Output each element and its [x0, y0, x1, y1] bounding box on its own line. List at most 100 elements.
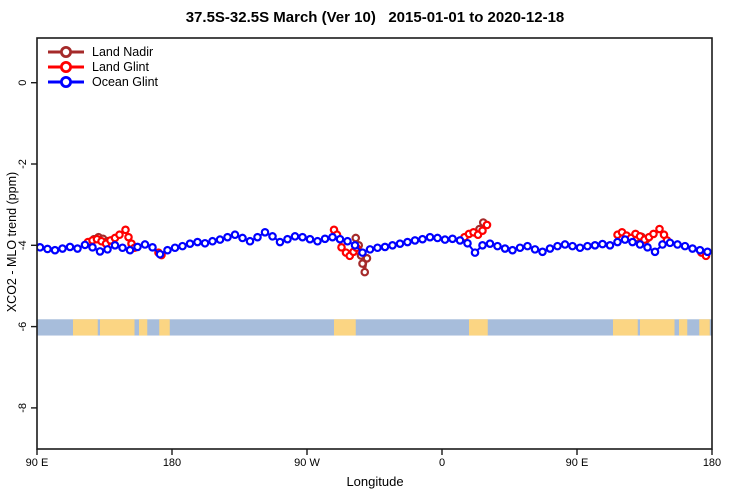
data-point: [268, 232, 277, 241]
x-tick-label: 180: [703, 457, 721, 469]
data-series: [37, 218, 712, 277]
map-strip-land-patch: [100, 319, 135, 336]
data-point: [103, 245, 112, 254]
data-point: [95, 247, 105, 256]
data-point: [80, 240, 90, 250]
data-point: [410, 236, 420, 245]
data-point: [200, 238, 210, 248]
data-point: [395, 239, 405, 248]
series-ocean-glint: [37, 227, 712, 259]
map-strip-land-patch: [679, 319, 688, 336]
data-point: [478, 241, 487, 250]
data-point: [140, 240, 150, 249]
legend-marker: [60, 61, 73, 74]
data-point: [665, 238, 675, 248]
data-point: [590, 241, 600, 250]
data-point: [223, 232, 232, 242]
data-point: [628, 237, 637, 247]
data-point: [655, 224, 664, 234]
chart-title: 37.5S-32.5S March (Ver 10) 2015-01-01 to…: [185, 9, 565, 26]
data-point: [455, 236, 465, 245]
data-point: [290, 232, 300, 241]
data-point: [440, 235, 450, 244]
data-point: [73, 244, 82, 253]
data-point: [380, 242, 390, 252]
data-point: [260, 227, 270, 237]
map-strip-land-patch: [73, 319, 98, 336]
data-point: [560, 240, 570, 249]
data-point: [215, 235, 225, 244]
data-point: [530, 245, 540, 254]
data-point: [275, 237, 285, 247]
legend-label: Land Glint: [92, 60, 150, 74]
plot-border: [36, 37, 713, 450]
data-point: [148, 243, 157, 252]
data-point: [568, 241, 577, 251]
data-point: [500, 244, 510, 253]
data-point: [493, 241, 502, 251]
data-point: [463, 238, 472, 248]
data-point: [620, 235, 630, 244]
data-point: [37, 243, 45, 252]
data-point: [170, 243, 180, 253]
data-point: [185, 239, 195, 248]
data-point: [643, 243, 652, 252]
data-point: [388, 241, 397, 250]
data-point: [155, 249, 165, 259]
data-point: [680, 241, 690, 251]
map-strip-land-patch: [139, 319, 148, 336]
data-point: [208, 236, 217, 246]
data-point: [470, 248, 480, 257]
x-tick-label: 90 E: [566, 457, 589, 469]
data-point: [50, 245, 60, 255]
data-point: [613, 237, 622, 247]
data-point: [373, 243, 382, 253]
data-point: [485, 239, 495, 248]
data-point: [298, 232, 307, 242]
data-point: [508, 245, 517, 255]
data-point: [65, 242, 75, 252]
data-point: [305, 234, 315, 244]
map-strip-land-patch: [613, 319, 638, 336]
data-point: [635, 240, 645, 249]
data-point: [649, 229, 658, 239]
data-point: [125, 245, 135, 255]
data-point: [351, 233, 361, 243]
data-point: [337, 243, 346, 252]
data-point: [523, 241, 532, 251]
data-point: [583, 241, 592, 251]
data-point: [362, 254, 372, 263]
map-strip-land-patch: [334, 319, 356, 336]
x-tick-label: 90 E: [26, 457, 49, 469]
data-point: [358, 259, 367, 268]
data-point: [350, 241, 360, 250]
data-point: [320, 234, 330, 244]
data-point: [163, 245, 172, 255]
data-point: [245, 236, 255, 246]
y-tick-label: -6: [17, 322, 29, 332]
data-point: [230, 230, 240, 240]
data-point: [58, 244, 67, 253]
x-tick-label: 90 W: [294, 457, 320, 469]
data-point: [118, 243, 127, 253]
data-point: [598, 239, 607, 249]
map-strip-land-patch: [699, 319, 710, 336]
data-point: [253, 232, 262, 242]
data-point: [538, 247, 547, 257]
y-tick-label: -4: [17, 240, 29, 250]
axes: 90 E 180 90 W 0 90 E 180 0 -2 -4 -6 -8: [17, 80, 721, 469]
latitude-band-map-strip: [37, 319, 712, 336]
data-point: [418, 234, 427, 244]
data-point: [658, 240, 667, 249]
legend-marker: [60, 76, 73, 89]
data-point: [425, 232, 435, 242]
data-point: [650, 247, 660, 257]
y-tick-label: 0: [17, 80, 29, 86]
data-point: [545, 244, 555, 253]
data-point: [121, 225, 130, 235]
data-point: [43, 244, 52, 254]
legend-item-ocean-glint: Ocean Glint: [48, 75, 159, 89]
map-strip-ocean: [37, 319, 712, 336]
